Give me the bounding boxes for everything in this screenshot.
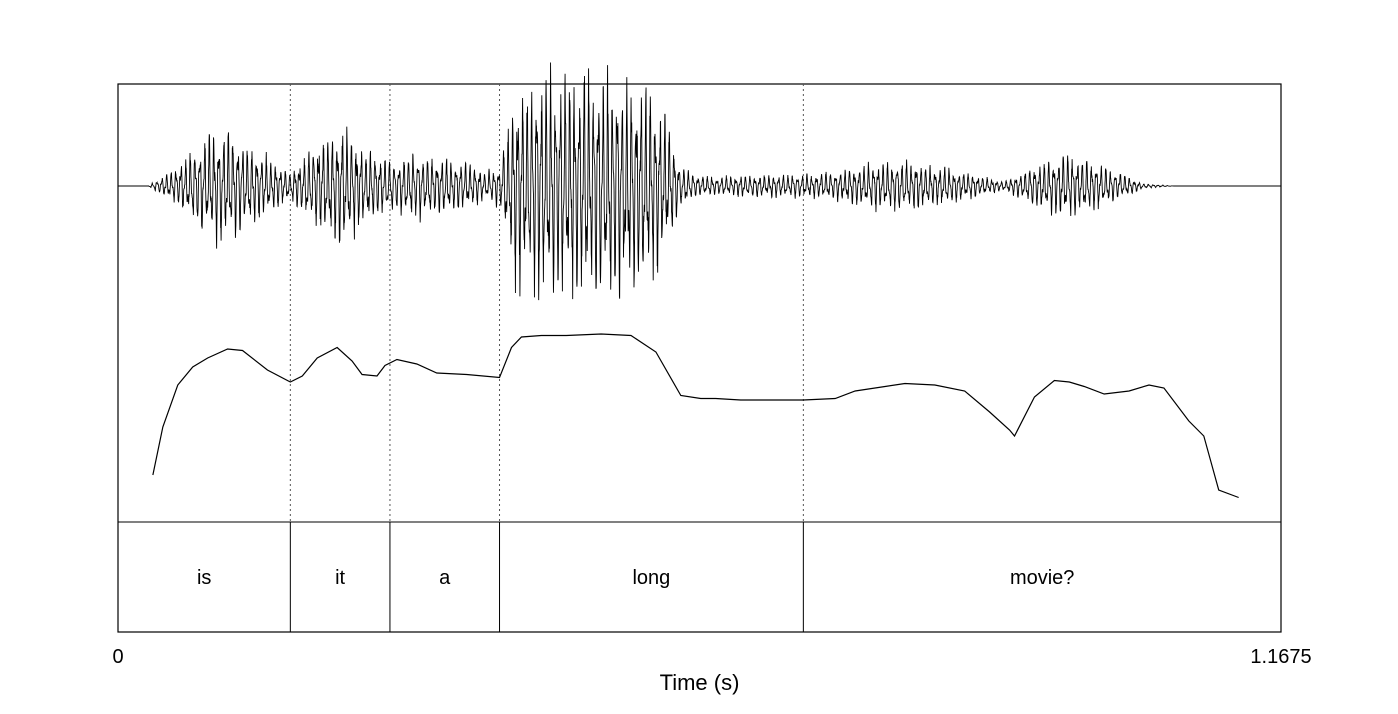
word-tier: is it a long movie? (197, 522, 1074, 632)
word-label: a (439, 567, 451, 589)
pitch-contour (152, 333, 1239, 499)
word-label: is (197, 567, 211, 589)
plot-frame (117, 83, 1282, 633)
word-label: long (632, 567, 670, 589)
word-label: movie? (1010, 567, 1074, 589)
waveform-pitch-panel (117, 83, 1282, 633)
boundary-lines (289, 84, 804, 522)
waveform (118, 62, 1281, 301)
x-tick-label-end: 1.1675 (1250, 646, 1311, 668)
time-axis: 0 1.1675 Time (s) (112, 646, 1311, 695)
pitch-line (152, 333, 1239, 499)
waveform-trace (118, 62, 1281, 301)
word-label: it (335, 567, 345, 589)
x-tick-label-start: 0 (112, 646, 123, 668)
x-axis-label: Time (s) (660, 670, 740, 695)
